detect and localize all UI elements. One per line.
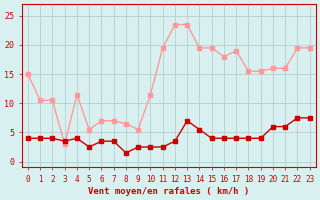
X-axis label: Vent moyen/en rafales ( km/h ): Vent moyen/en rafales ( km/h ) — [88, 187, 250, 196]
